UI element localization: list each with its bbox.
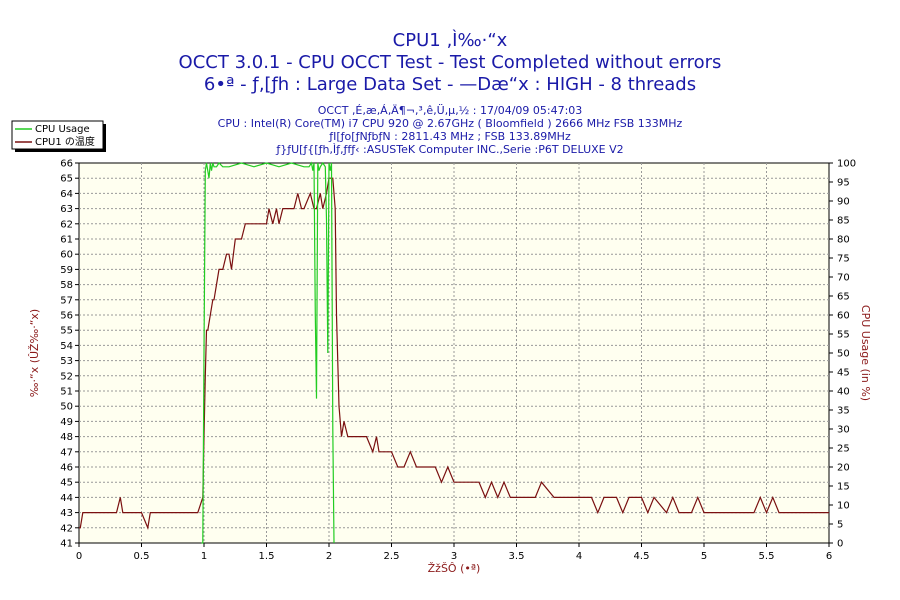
y-left-tick-label: 55: [60, 326, 73, 337]
y-left-tick-label: 51: [60, 387, 73, 398]
series-line-cpu-usage: [201, 161, 335, 544]
y-left-tick-label: 66: [60, 159, 73, 170]
y-right-tick-label: 50: [837, 349, 850, 360]
x-axis-label: ŽžŠÔ (•ª): [428, 562, 481, 575]
y-right-tick-label: 55: [837, 330, 850, 341]
y-right-tick-label: 40: [837, 387, 850, 398]
y-left-tick-label: 45: [60, 478, 73, 489]
y-right-tick-label: 60: [837, 311, 850, 322]
info-line-overclock: ƒI[ƒo[ƒNƒbƒN : 2811.43 MHz ; FSB 133.89M…: [328, 130, 571, 143]
legend-box: [11, 120, 104, 150]
y-left-tick-label: 48: [60, 432, 73, 443]
x-tick-label: 0: [76, 551, 82, 562]
x-tick-label: 1: [201, 551, 207, 562]
y-left-tick-label: 64: [60, 189, 73, 200]
y-left-tick-label: 44: [60, 493, 73, 504]
y-right-tick-label: 80: [837, 235, 850, 246]
y-left-tick-label: 63: [60, 204, 73, 215]
y-right-tick-label: 95: [837, 178, 850, 189]
info-line-motherboard: ƒ}ƒU[ƒ{[ƒh‚Ìƒ‚ƒfƒ‹ :ASUSTeK Computer INC…: [275, 143, 623, 156]
y-right-tick-label: 45: [837, 368, 850, 379]
y-left-tick-label: 43: [60, 508, 73, 519]
y-axis-right-label: CPU Usage (in %): [859, 305, 872, 401]
y-left-tick-label: 50: [60, 402, 73, 413]
y-left-tick-label: 49: [60, 417, 73, 428]
x-tick-label: 3: [451, 551, 457, 562]
info-line-date: OCCT ‚É‚æ‚Á‚Ä¶¬‚³‚ê‚Ü‚µ‚½ : 17/04/09 05:…: [318, 104, 583, 117]
legend: CPU Usage CPU1 の温度: [11, 120, 106, 152]
x-tick-label: 5.5: [759, 551, 775, 562]
x-tick-label: 5: [701, 551, 707, 562]
y-left-tick-label: 62: [60, 219, 73, 230]
y-right-tick-label: 85: [837, 216, 850, 227]
y-left-tick-label: 46: [60, 463, 73, 474]
y-left-tick-label: 59: [60, 265, 73, 276]
y-left-tick-label: 42: [60, 523, 73, 534]
info-line-cpu: CPU : Intel(R) Core(TM) i7 CPU 920 @ 2.6…: [218, 117, 683, 130]
chart-title-line-1: CPU1 ‚Ì‰·“x: [393, 29, 508, 51]
y-right-tick-label: 5: [837, 520, 843, 531]
y-right-tick-label: 65: [837, 292, 850, 303]
y-left-tick-label: 57: [60, 295, 73, 306]
y-right-tick-label: 90: [837, 197, 850, 208]
y-right-tick-label: 10: [837, 501, 850, 512]
chart-title-line-3: 6•ª - ƒ‚[ƒh : Large Data Set - —Dæ“x : H…: [204, 74, 696, 95]
y-right-tick-label: 0: [837, 539, 843, 550]
y-left-tick-label: 60: [60, 250, 73, 261]
x-tick-label: 4.5: [634, 551, 650, 562]
y-left-tick-label: 58: [60, 280, 73, 291]
y-left-tick-label: 41: [60, 539, 73, 550]
legend-label-cpu-usage: CPU Usage: [35, 124, 90, 135]
y-left-tick-label: 47: [60, 447, 73, 458]
x-tick-label: 2.5: [384, 551, 400, 562]
y-left-tick-label: 54: [60, 341, 73, 352]
y-right-tick-label: 100: [837, 159, 856, 170]
y-left-tick-label: 56: [60, 311, 73, 322]
y-left-tick-label: 61: [60, 235, 73, 246]
x-tick-label: 3.5: [509, 551, 525, 562]
y-left-tick-label: 65: [60, 174, 73, 185]
x-tick-label: 4: [576, 551, 582, 562]
x-tick-label: 2: [326, 551, 332, 562]
y-axis-right-ticks: 0 5 10 15 20 25 30 35 40 45 50 55 60 65 70 75 80 85 90 95 10…: [829, 159, 856, 550]
y-right-tick-label: 25: [837, 444, 850, 455]
x-axis-ticks: 0 0.5 1 1.5 2 2.5 3 3.5 4 4.5 5 5.5 6: [76, 543, 832, 562]
legend-label-cpu1-temp: CPU1 の温度: [35, 135, 95, 148]
y-left-tick-label: 53: [60, 356, 73, 367]
x-tick-label: 0.5: [134, 551, 150, 562]
x-tick-label: 6: [826, 551, 832, 562]
y-left-tick-label: 52: [60, 371, 73, 382]
y-right-tick-label: 20: [837, 463, 850, 474]
y-axis-left-label: ‰·“x (ÛŽ‰·“x): [28, 309, 41, 397]
y-right-tick-label: 15: [837, 482, 850, 493]
y-axis-left-ticks: 41 42 43 44 45 46 47 48 49 50 51 52 53 54 55 56 57 58 59 60…: [60, 159, 79, 550]
y-right-tick-label: 30: [837, 425, 850, 436]
series-line-cpu1-temp: [79, 177, 829, 530]
series-lines: [79, 161, 829, 544]
y-right-tick-label: 35: [837, 406, 850, 417]
chart-title-line-2: OCCT 3.0.1 - CPU OCCT Test - Test Comple…: [179, 52, 722, 73]
y-right-tick-label: 70: [837, 273, 850, 284]
x-tick-label: 1.5: [259, 551, 275, 562]
y-right-tick-label: 75: [837, 254, 850, 265]
